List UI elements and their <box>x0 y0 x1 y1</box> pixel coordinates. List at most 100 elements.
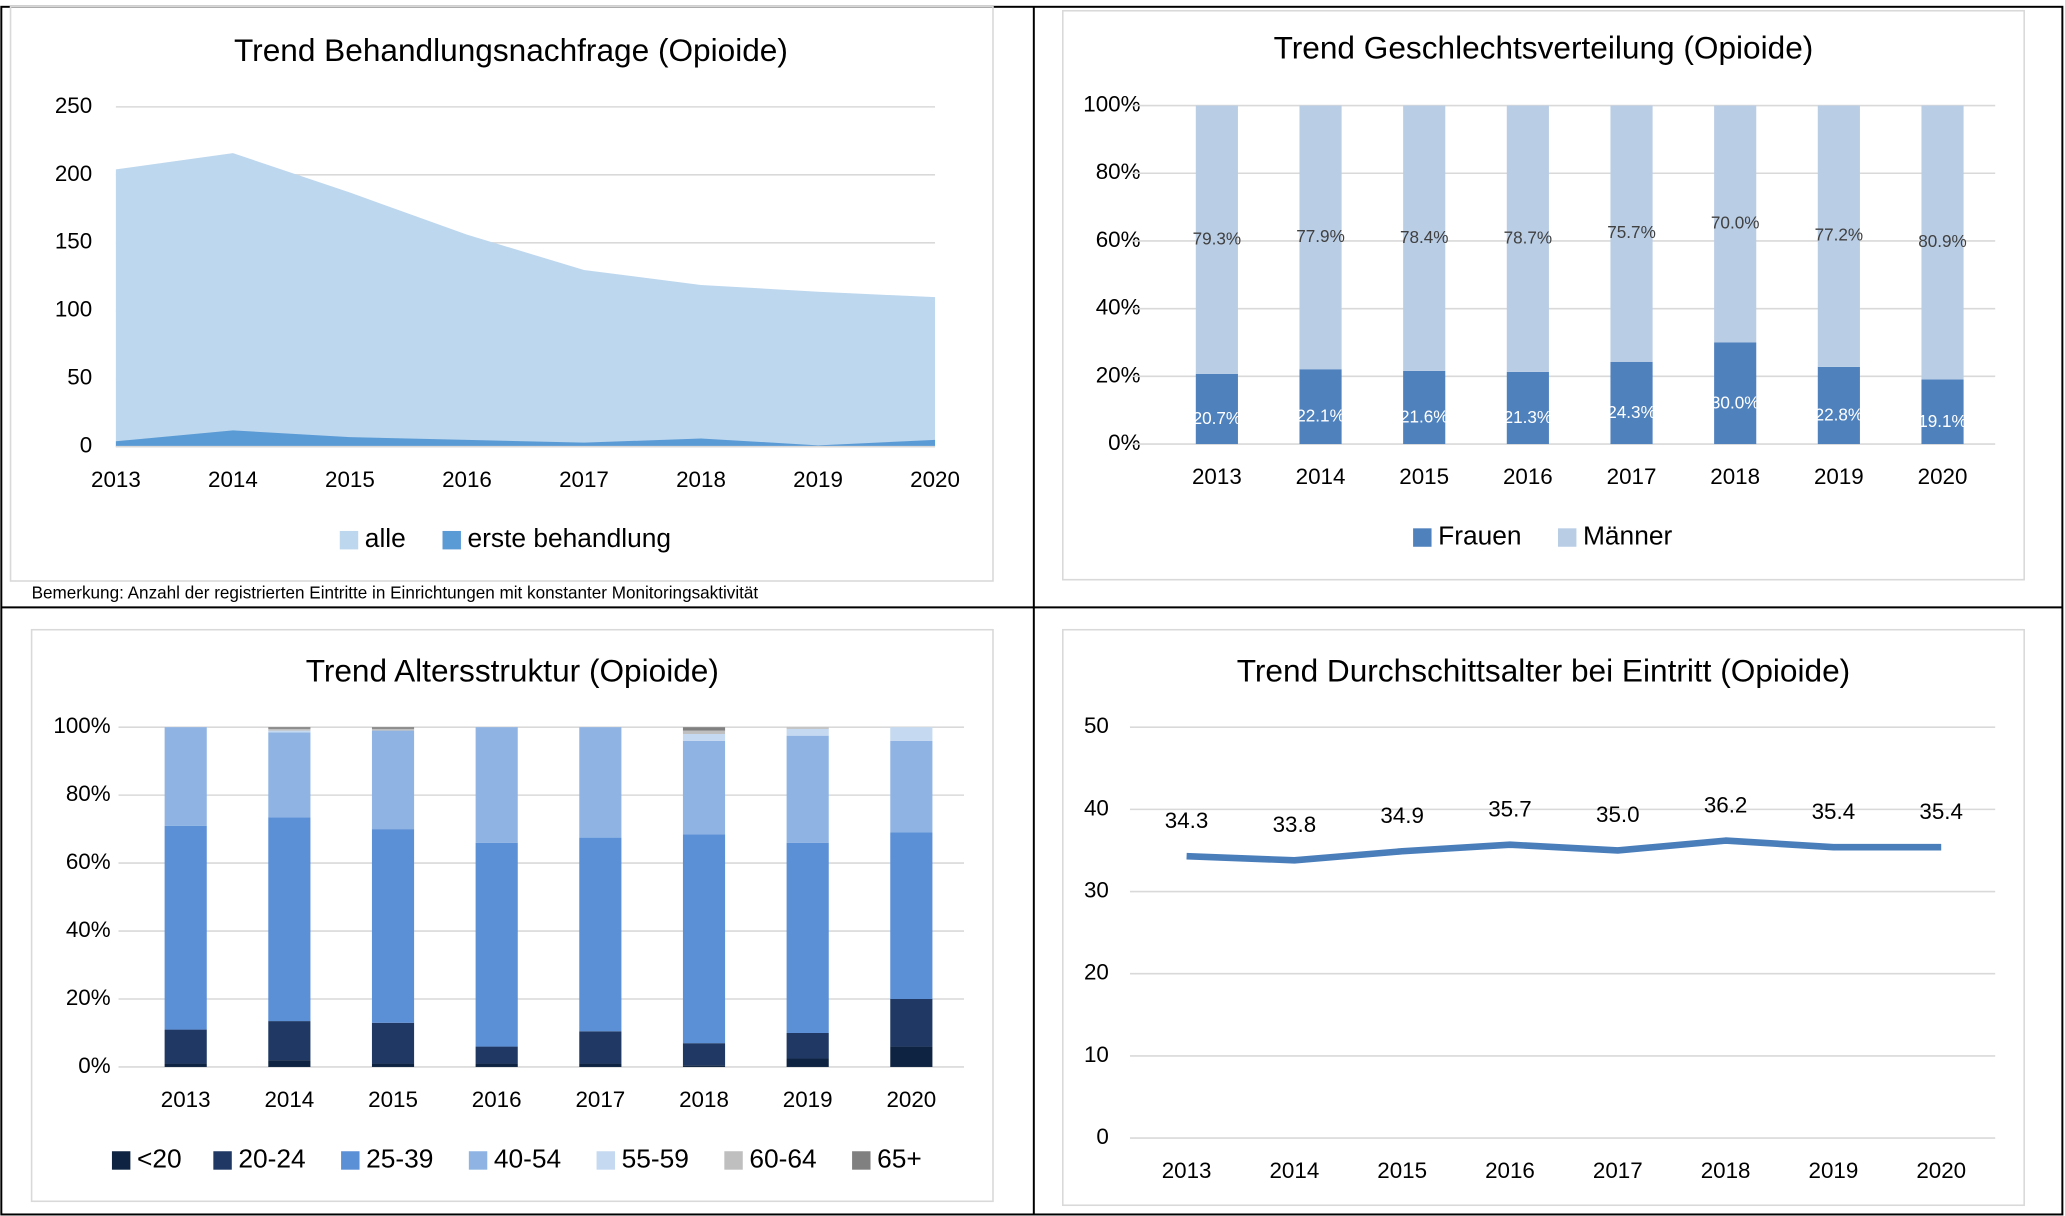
x-tick-label: 2013 <box>1192 464 1242 489</box>
x-tick-label: 2014 <box>1296 464 1346 489</box>
bar-segment <box>786 727 829 729</box>
legend-label: alle <box>365 523 406 553</box>
bar-segment <box>164 727 207 826</box>
x-tick-label: 2017 <box>1593 1158 1643 1183</box>
bar-segment <box>1817 105 1860 367</box>
chart-title: Trend Behandlungsnachfrage (Opioide) <box>234 32 788 68</box>
y-tick-label: 60% <box>1096 227 1141 252</box>
data-label: 79.3% <box>1193 229 1242 248</box>
y-tick-label: 40 <box>1084 795 1109 820</box>
x-tick-label: 2019 <box>793 467 843 492</box>
bar-segment <box>475 842 518 1047</box>
bar-segment <box>890 832 933 1000</box>
y-tick-label: 250 <box>55 93 92 118</box>
y-tick-label: 100 <box>55 297 92 322</box>
legend-label: 20-24 <box>238 1143 305 1173</box>
x-tick-label: 2019 <box>783 1087 833 1112</box>
bar-segment <box>268 728 311 731</box>
bar-segment <box>890 740 933 833</box>
bar-segment <box>371 728 415 731</box>
legend-label: 60-64 <box>749 1143 816 1173</box>
y-tick-label: 60% <box>66 849 111 874</box>
legend-swatch <box>1413 528 1432 547</box>
bar-segment <box>164 1029 207 1064</box>
area <box>115 430 936 447</box>
y-tick-label: 150 <box>55 229 92 254</box>
bar-segment <box>682 730 726 734</box>
x-tick-label: 2020 <box>910 467 960 492</box>
x-tick-label: 2017 <box>575 1087 625 1112</box>
x-tick-label: 2013 <box>91 467 141 492</box>
y-tick-label: 0% <box>78 1053 110 1078</box>
y-tick-label: 80% <box>66 781 111 806</box>
bar-segment <box>682 1043 726 1066</box>
bar-segment <box>475 727 518 843</box>
x-tick-label: 2018 <box>1710 464 1760 489</box>
bar-segment <box>268 817 311 1022</box>
x-tick-label: 2013 <box>161 1087 211 1112</box>
x-tick-label: 2018 <box>1701 1158 1751 1183</box>
legend-swatch <box>213 1151 232 1170</box>
chart-frame <box>9 6 994 582</box>
y-tick-label: 40% <box>1096 295 1141 320</box>
y-tick-label: 20 <box>1084 960 1109 985</box>
chart-frames <box>9 6 2025 1207</box>
data-label: 35.0 <box>1596 802 1640 827</box>
bar-segment <box>1403 105 1446 371</box>
x-tick-label: 2018 <box>679 1087 729 1112</box>
legend-swatch <box>1557 528 1577 547</box>
x-tick-label: 2020 <box>1916 1158 1966 1183</box>
x-tick-label: 2016 <box>1485 1158 1535 1183</box>
bar-segment <box>268 1021 311 1061</box>
bar-segment <box>371 1063 415 1067</box>
bar-segment <box>1506 105 1549 372</box>
x-tick-label: 2020 <box>1918 464 1968 489</box>
data-label: 35.4 <box>1919 799 1963 824</box>
bar-segment <box>1506 371 1549 445</box>
data-label: 36.2 <box>1704 792 1748 817</box>
bar-segment <box>786 1058 829 1067</box>
legend-label: 55-59 <box>622 1143 689 1173</box>
y-tick-label: 10 <box>1084 1042 1109 1067</box>
chart-frame <box>1062 9 2025 581</box>
data-label: 77.2% <box>1815 226 1864 245</box>
bar-segment <box>682 727 726 731</box>
bar-segment <box>1610 361 1653 445</box>
y-tick-label: 100% <box>53 713 110 738</box>
chart-title: Trend Geschlechtsverteilung (Opioide) <box>1274 30 1814 66</box>
legend-label: 65+ <box>877 1143 922 1173</box>
x-tick-label: 2014 <box>1269 1158 1319 1183</box>
data-label: 34.9 <box>1380 803 1424 828</box>
bar-segment <box>682 834 726 1044</box>
x-tick-label: 2017 <box>559 467 609 492</box>
x-tick-label: 2015 <box>1399 464 1449 489</box>
legend-swatch <box>341 1151 360 1170</box>
data-label: 78.4% <box>1400 228 1449 247</box>
bar-segment <box>786 735 829 843</box>
x-tick-label: 2015 <box>368 1087 418 1112</box>
data-label: 34.3 <box>1165 808 1209 833</box>
x-tick-label: 2015 <box>325 467 375 492</box>
data-label: 22.1% <box>1296 407 1345 426</box>
line <box>1186 837 1942 864</box>
bar-segment <box>786 1032 829 1059</box>
y-tick-label: 20% <box>1096 362 1141 387</box>
legend-label: erste behandlung <box>468 523 671 553</box>
bar-segment <box>371 730 415 830</box>
legend-label: Männer <box>1583 520 1673 550</box>
bar-segment <box>268 732 311 818</box>
data-label: 30.0% <box>1711 393 1760 412</box>
x-tick-label: 2016 <box>472 1087 522 1112</box>
data-label: 80.9% <box>1918 232 1967 251</box>
bar-segment <box>371 1022 415 1064</box>
legend-label: <20 <box>137 1143 182 1173</box>
x-tick-label: 2019 <box>1814 464 1864 489</box>
data-label: 24.3% <box>1607 403 1656 422</box>
data-label: 35.7 <box>1488 796 1532 821</box>
x-tick-label: 2014 <box>264 1087 314 1112</box>
bar-segment <box>579 1063 622 1067</box>
y-tick-label: 0% <box>1108 430 1140 455</box>
legend-label: 25-39 <box>366 1143 433 1173</box>
legend-swatch <box>339 530 359 550</box>
